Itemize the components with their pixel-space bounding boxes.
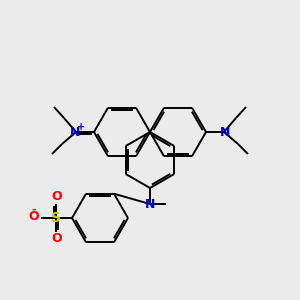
Text: S: S <box>51 211 61 225</box>
Text: N: N <box>70 125 80 139</box>
Text: -: - <box>32 205 36 215</box>
Text: O: O <box>29 211 39 224</box>
Text: N: N <box>145 197 155 211</box>
Text: +: + <box>77 122 85 132</box>
Text: N: N <box>220 125 230 139</box>
Text: O: O <box>52 232 62 245</box>
Text: O: O <box>52 190 62 203</box>
